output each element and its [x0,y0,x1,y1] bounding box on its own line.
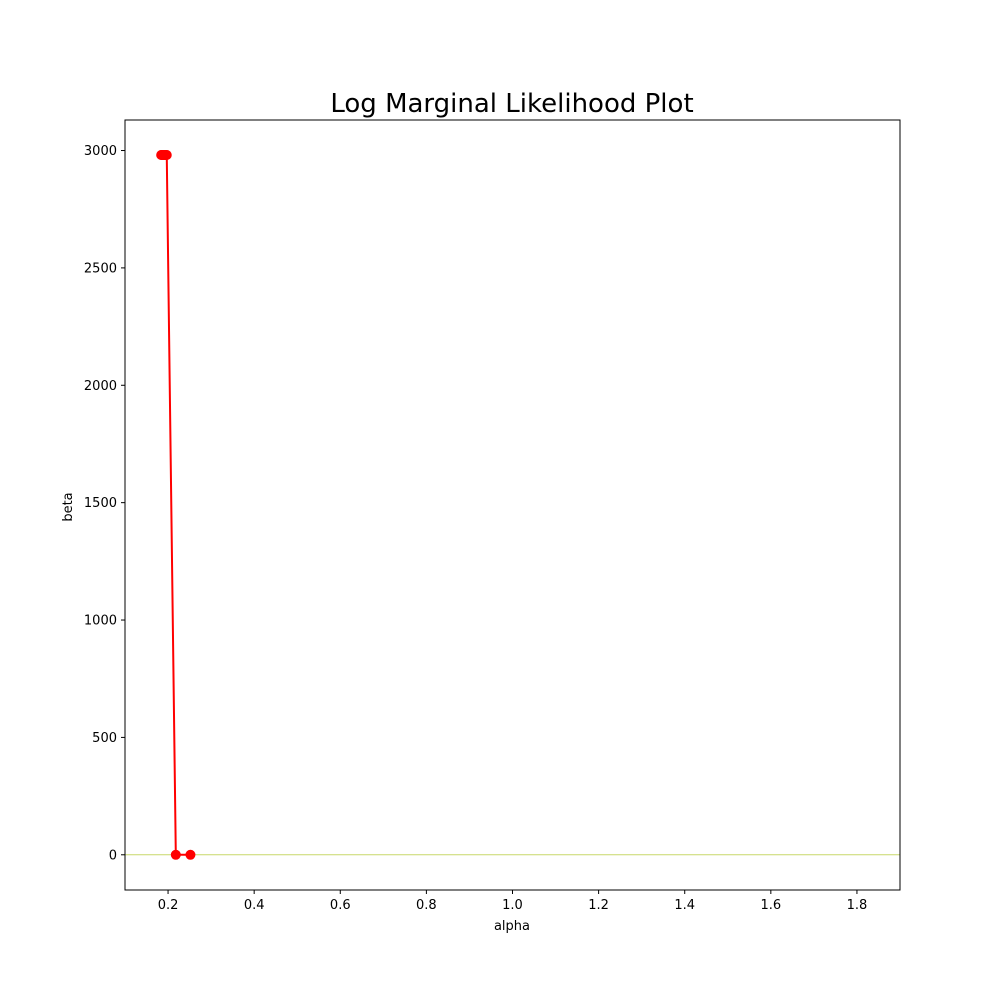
y-tick-label: 0 [109,848,117,863]
y-tick-label: 3000 [84,144,117,159]
x-tick-label: 1.2 [588,898,609,913]
x-tick-label: 1.6 [760,898,781,913]
series-line [161,153,191,856]
data-point [185,849,196,860]
y-axis-label: beta [61,492,76,521]
x-tick-label: 0.8 [416,898,437,913]
x-tick-label: 1.4 [674,898,695,913]
y-tick-label: 1000 [84,614,117,629]
x-axis-label: alpha [494,919,530,934]
y-tick-label: 1500 [84,496,117,511]
x-tick-label: 1.8 [847,898,868,913]
y-tick-label: 500 [92,731,117,746]
x-tick-label: 0.2 [158,898,179,913]
y-tick-label: 2500 [84,261,117,276]
y-tick-label: 2000 [84,379,117,394]
x-tick-label: 0.4 [244,898,265,913]
x-axis: 0.2 0.4 0.6 0.8 1.0 1.2 1.4 1.6 1.8 [158,890,868,913]
plot-area [125,149,900,860]
data-point [170,849,181,860]
plot-frame [124,119,901,891]
data-point [156,149,167,160]
chart-title: Log Marginal Likelihood Plot [330,89,693,119]
x-tick-label: 0.6 [330,898,351,913]
x-tick-label: 1.0 [502,898,523,913]
y-axis: 0 500 1000 1500 2000 2500 3000 [84,144,125,863]
